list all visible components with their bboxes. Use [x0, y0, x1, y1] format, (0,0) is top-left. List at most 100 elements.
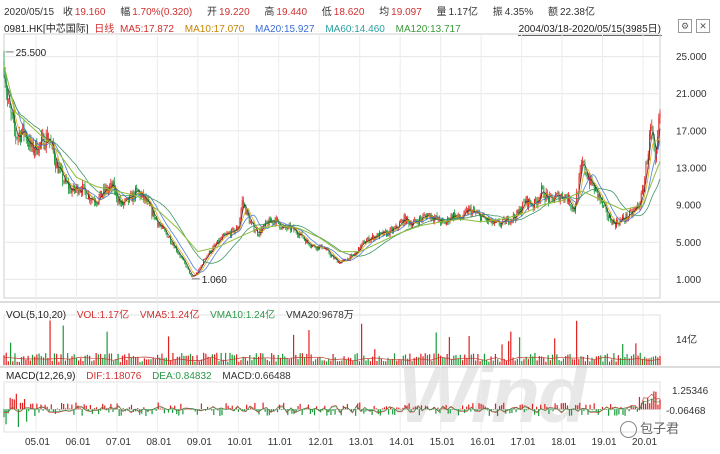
macd-histogram-bar [381, 408, 383, 410]
macd-histogram-bar [636, 409, 638, 412]
price-candle [42, 134, 44, 137]
price-candle [152, 210, 154, 216]
price-candle [37, 153, 39, 154]
volume-bar [82, 360, 84, 365]
price-candle [18, 132, 20, 136]
macd-axis-top: 1.25346 [672, 386, 709, 397]
volume-bar [53, 353, 56, 365]
price-candle [464, 210, 466, 212]
price-candle [86, 198, 88, 200]
price-candle [154, 217, 156, 219]
price-candle [46, 133, 48, 142]
volume-bar [518, 337, 521, 365]
price-candle [239, 218, 241, 228]
price-candle [72, 185, 74, 191]
volume-bar [124, 354, 126, 365]
volume-bar [222, 359, 224, 365]
volume-bar [512, 357, 514, 365]
macd-histogram-bar [649, 403, 651, 410]
price-candle [323, 248, 325, 249]
volume-bar [282, 353, 284, 365]
volume-bar [376, 361, 378, 365]
volume-bar [613, 353, 615, 365]
macd-histogram-bar [575, 404, 577, 410]
price-candle [522, 201, 524, 210]
price-candle [645, 163, 647, 178]
price-candle [258, 234, 260, 236]
price-candle [656, 147, 657, 160]
price-candle [167, 237, 169, 238]
price-candle [322, 248, 324, 250]
volume-bar [604, 354, 606, 365]
macd-histogram-bar [9, 397, 11, 410]
macd-value: MACD:0.66488 [222, 371, 291, 382]
macd-histogram-bar [622, 409, 624, 415]
volume-bar [644, 356, 646, 365]
price-candle [566, 196, 568, 202]
price-candle [511, 219, 513, 221]
volume-bar [141, 361, 143, 365]
price-candle [16, 137, 18, 139]
close-icon[interactable]: ✕ [696, 19, 710, 33]
date-range-selector[interactable]: 2004/03/18-2020/05/15(3985日) [517, 20, 662, 36]
macd-histogram-bar [390, 407, 392, 410]
price-candle [647, 153, 649, 164]
price-candle [28, 142, 30, 147]
price-candle [362, 241, 364, 243]
price-candle [572, 207, 574, 209]
quote-date: 2020/05/15 [4, 7, 55, 18]
macd-histogram-bar [200, 403, 203, 410]
macd-histogram-bar [492, 409, 495, 410]
macd-histogram-bar [521, 404, 523, 410]
macd-histogram-bar [564, 402, 567, 410]
price-candle [389, 228, 391, 236]
price-candle [334, 258, 336, 260]
macd-histogram-bar [122, 408, 124, 410]
price-candle [169, 236, 170, 238]
volume-bar [121, 355, 124, 365]
price-candle [220, 238, 222, 240]
volume-bar [352, 360, 354, 365]
ma20-line [3, 74, 661, 273]
volume-bar [371, 356, 374, 365]
macd-histogram-bar [211, 409, 213, 411]
volume-bar [453, 355, 455, 365]
macd-histogram-bar [254, 402, 256, 410]
price-candle [549, 195, 551, 203]
volume-bar [343, 356, 345, 365]
macd-histogram-bar [593, 403, 595, 410]
macd-histogram-bar [182, 409, 184, 415]
price-candle [23, 123, 25, 135]
price-candle [387, 231, 389, 236]
macd-histogram-bar [396, 407, 398, 410]
macd-histogram-bar [655, 391, 657, 410]
macd-histogram-bar [112, 409, 114, 412]
price-candle [99, 190, 101, 197]
dif-value: DIF:1.18076 [86, 371, 142, 382]
volume-bar [378, 356, 380, 365]
price-candle [364, 242, 366, 244]
volume-bar [479, 361, 481, 365]
volume-bar [659, 355, 661, 365]
volume-bar [521, 361, 523, 365]
price-candle [316, 246, 318, 250]
volume-bar [152, 357, 154, 365]
price-candle [120, 201, 122, 204]
price-candle [367, 237, 369, 241]
volume-bar [185, 355, 187, 365]
price-candle [192, 276, 194, 278]
macd-histogram-bar [589, 404, 591, 410]
volume-bar [95, 352, 97, 365]
macd-histogram-bar [336, 408, 338, 410]
price-candle [333, 255, 335, 259]
macd-histogram-bar [445, 405, 447, 410]
price-candle [308, 243, 310, 246]
price-candle [564, 194, 566, 201]
price-candle [590, 176, 592, 185]
macd-histogram-bar [478, 403, 480, 410]
volume-bar [600, 355, 602, 365]
price-candle [654, 150, 656, 160]
macd-histogram-bar [480, 403, 482, 410]
macd-histogram-bar [36, 403, 38, 410]
settings-icon[interactable]: ⚙ [678, 19, 692, 33]
